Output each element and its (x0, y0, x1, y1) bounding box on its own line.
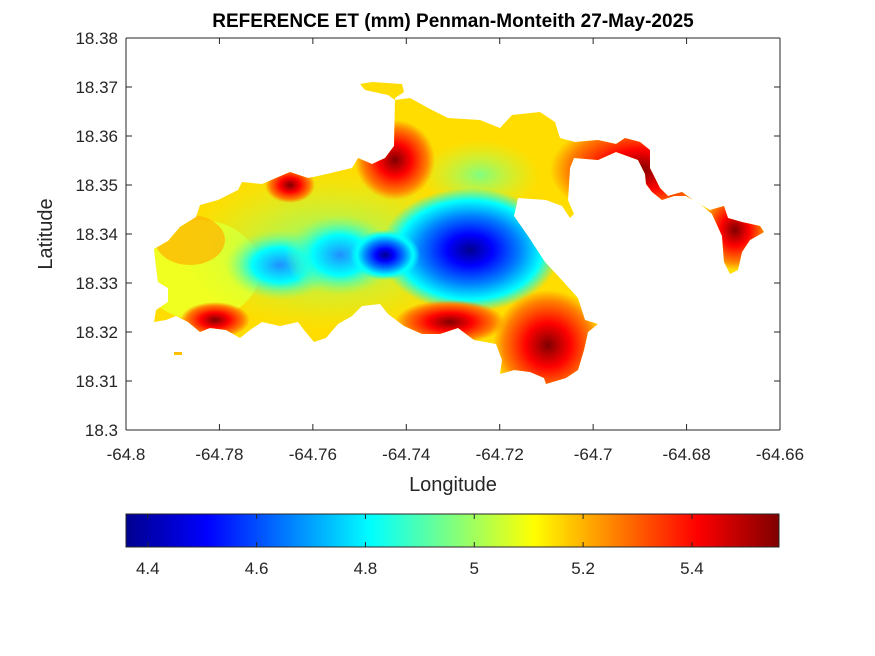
et-field-blue-west (350, 230, 420, 280)
y-tick-label: 18.34 (75, 225, 118, 244)
y-tick-label: 18.32 (75, 323, 118, 342)
y-axis: 18.3 18.31 18.32 18.33 18.34 18.35 18.36 18.37 1… (35, 29, 781, 440)
x-tick-label: -64.78 (195, 445, 243, 464)
x-tick-label: -64.66 (756, 445, 804, 464)
colorbar-tick-label: 5 (470, 559, 479, 578)
et-field-blue-core (380, 188, 560, 312)
colorbar-ticks: 4.4 4.6 4.8 5 5.2 5.4 (136, 514, 704, 578)
x-ticks: -64.8 -64.78 -64.76 -64.74 -64.72 -64.7 -64.68… (107, 38, 804, 464)
x-tick-label: -64.74 (382, 445, 430, 464)
x-tick-label: -64.68 (662, 445, 710, 464)
x-axis: -64.8 -64.78 -64.76 -64.74 -64.72 -64.7 -64.68… (107, 37, 804, 496)
x-axis-label: Longitude (409, 474, 497, 496)
colorbar-tick-label: 5.2 (571, 559, 595, 578)
et-field-high-southwest (180, 302, 250, 338)
colorbar-tick-label: 5.4 (680, 559, 704, 578)
colorbar-gradient (125, 513, 780, 548)
map-title: REFERENCE ET (mm) Penman-Monteith 27-May… (212, 11, 694, 32)
x-tick-label: -64.8 (107, 445, 146, 464)
colorbar-tick-label: 4.8 (354, 559, 378, 578)
y-tick-label: 18.31 (75, 372, 118, 391)
y-tick-label: 18.36 (75, 127, 118, 146)
y-tick-label: 18.33 (75, 274, 118, 293)
x-tick-label: -64.7 (574, 445, 613, 464)
y-tick-label: 18.35 (75, 176, 118, 195)
colorbar: 4.4 4.6 4.8 5 5.2 5.4 (125, 513, 780, 578)
y-tick-label: 18.3 (85, 421, 118, 440)
x-tick-label: -64.76 (289, 445, 337, 464)
western-islet (174, 352, 182, 355)
y-tick-label: 18.37 (75, 78, 118, 97)
colorbar-tick-label: 4.6 (245, 559, 269, 578)
y-axis-label: Latitude (35, 198, 57, 269)
x-tick-label: -64.72 (476, 445, 524, 464)
colorbar-tick-label: 4.4 (136, 559, 160, 578)
y-ticks: 18.3 18.31 18.32 18.33 18.34 18.35 18.36 18.37 1… (75, 29, 780, 440)
y-tick-label: 18.38 (75, 29, 118, 48)
et-field-high-south (395, 300, 505, 344)
